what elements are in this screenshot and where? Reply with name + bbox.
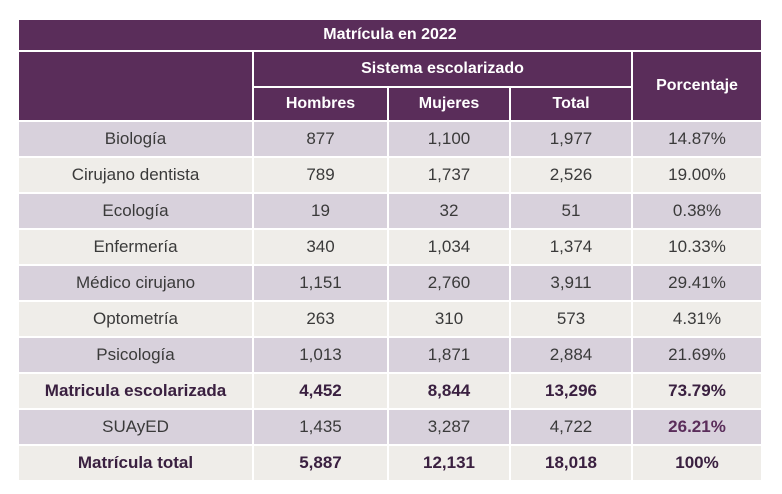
cell-percent: 0.38%: [630, 192, 764, 230]
row-label: Cirujano dentista: [17, 156, 254, 194]
row-label: Optometría: [17, 300, 254, 338]
subtotal-row: Matricula escolarizada 4,452 8,844 13,29…: [17, 372, 764, 410]
cell-mujeres: 1,737: [387, 156, 511, 194]
cell-total: 2,884: [509, 336, 633, 374]
cell-hombres: 340: [252, 228, 389, 266]
cell-total: 4,722: [509, 408, 633, 446]
row-label: Ecología: [17, 192, 254, 230]
row-label: Enfermería: [17, 228, 254, 266]
enrollment-table: Matrícula en 2022 Sistema escolarizado P…: [16, 18, 764, 482]
cell-percent: 29.41%: [630, 264, 764, 302]
table-row: Enfermería 340 1,034 1,374 10.33%: [17, 228, 764, 266]
cell-hombres: 789: [252, 156, 389, 194]
table-row: Psicología 1,013 1,871 2,884 21.69%: [17, 336, 764, 374]
header-empty-cell: [17, 50, 254, 122]
total-row: Matrícula total 5,887 12,131 18,018 100%: [17, 444, 764, 482]
cell-mujeres: 32: [387, 192, 511, 230]
cell-percent: 14.87%: [630, 120, 764, 158]
cell-mujeres: 2,760: [387, 264, 511, 302]
header-row-1: Sistema escolarizado Porcentaje: [17, 50, 764, 122]
row-label: Psicología: [17, 336, 254, 374]
row-label: Matrícula total: [17, 444, 254, 482]
cell-total: 3,911: [509, 264, 633, 302]
row-label: Matricula escolarizada: [17, 372, 254, 410]
table-row: Cirujano dentista 789 1,737 2,526 19.00%: [17, 156, 764, 194]
row-label: SUAyED: [17, 408, 254, 446]
cell-mujeres: 1,100: [387, 120, 511, 158]
cell-hombres: 5,887: [252, 444, 389, 482]
cell-percent: 21.69%: [630, 336, 764, 374]
header-total: Total: [509, 86, 633, 122]
header-mujeres: Mujeres: [387, 86, 511, 122]
cell-percent: 26.21%: [630, 408, 764, 446]
table-row: Ecología 19 32 51 0.38%: [17, 192, 764, 230]
header-row-2: Hombres Mujeres Total: [18, 86, 762, 122]
cell-percent: 100%: [630, 444, 764, 482]
cell-total: 18,018: [509, 444, 633, 482]
cell-percent: 19.00%: [630, 156, 764, 194]
table-row: Optometría 263 310 573 4.31%: [17, 300, 764, 338]
percent-header: Porcentaje: [630, 50, 764, 122]
cell-total: 2,526: [509, 156, 633, 194]
cell-percent: 73.79%: [630, 372, 764, 410]
cell-percent: 4.31%: [630, 300, 764, 338]
cell-total: 51: [509, 192, 633, 230]
row-label: Biología: [17, 120, 254, 158]
table-title: Matrícula en 2022: [16, 18, 764, 52]
cell-total: 573: [509, 300, 633, 338]
cell-mujeres: 1,034: [387, 228, 511, 266]
cell-mujeres: 1,871: [387, 336, 511, 374]
cell-hombres: 4,452: [252, 372, 389, 410]
table-row: SUAyED 1,435 3,287 4,722 26.21%: [17, 408, 764, 446]
cell-hombres: 1,013: [252, 336, 389, 374]
cell-hombres: 263: [252, 300, 389, 338]
cell-mujeres: 8,844: [387, 372, 511, 410]
cell-hombres: 1,151: [252, 264, 389, 302]
row-label: Médico cirujano: [17, 264, 254, 302]
cell-mujeres: 12,131: [387, 444, 511, 482]
title-row: Matrícula en 2022: [16, 18, 764, 52]
cell-hombres: 19: [252, 192, 389, 230]
cell-mujeres: 3,287: [387, 408, 511, 446]
cell-total: 1,977: [509, 120, 633, 158]
header-hombres: Hombres: [252, 86, 389, 122]
cell-mujeres: 310: [387, 300, 511, 338]
cell-percent: 10.33%: [630, 228, 764, 266]
table-row: Biología 877 1,100 1,977 14.87%: [17, 120, 764, 158]
cell-total: 13,296: [509, 372, 633, 410]
cell-hombres: 1,435: [252, 408, 389, 446]
cell-total: 1,374: [509, 228, 633, 266]
cell-hombres: 877: [252, 120, 389, 158]
group-header: Sistema escolarizado: [252, 50, 633, 88]
enrollment-table-container: Matrícula en 2022 Sistema escolarizado P…: [16, 18, 764, 482]
table-row: Médico cirujano 1,151 2,760 3,911 29.41%: [17, 264, 764, 302]
